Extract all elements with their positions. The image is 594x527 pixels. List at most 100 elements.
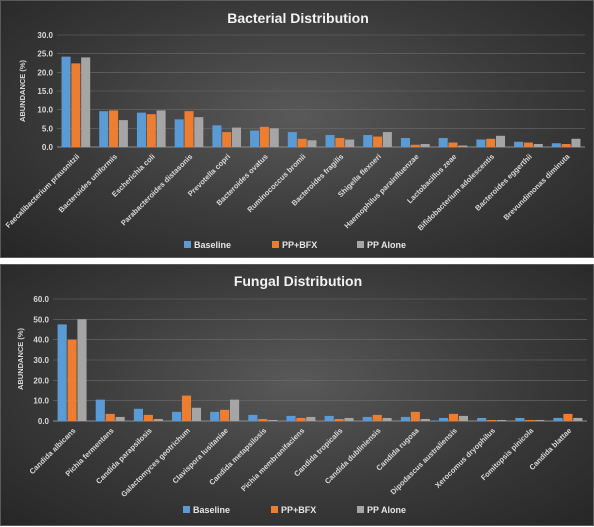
bar-pp-alone — [115, 416, 125, 421]
y-tick-label: 20.0 — [33, 376, 49, 385]
bar-baseline — [477, 417, 487, 421]
bar-baseline — [136, 112, 146, 147]
bar-baseline — [476, 139, 486, 147]
bar-baseline — [95, 399, 105, 421]
bar-pp-bfx — [109, 110, 119, 147]
legend-swatch — [272, 241, 279, 248]
y-axis-label: ABUNDANCE (%) — [18, 59, 27, 122]
bar-pp-alone — [382, 417, 392, 421]
y-tick-label: 40.0 — [33, 336, 49, 345]
legend-label: PP+BFX — [281, 505, 316, 515]
bar-pp-bfx — [258, 418, 268, 421]
bar-baseline — [362, 416, 372, 421]
bar-pp-alone — [307, 140, 317, 147]
bar-baseline — [99, 111, 109, 147]
bar-pp-bfx — [486, 138, 496, 147]
bar-baseline — [172, 411, 182, 421]
x-category-label: Brevundimonas diminuta — [501, 151, 572, 222]
bar-baseline — [324, 415, 334, 421]
y-tick-label: 30.0 — [37, 31, 53, 40]
y-axis-label: ABUNDANCE (%) — [16, 327, 25, 390]
legend-swatch — [184, 241, 191, 248]
bar-pp-alone — [458, 415, 468, 421]
bar-pp-bfx — [143, 414, 153, 421]
legend-label: PP Alone — [367, 505, 406, 515]
bar-baseline — [174, 119, 184, 147]
bar-pp-alone — [268, 419, 278, 421]
x-category-label: Parabacteroides distasonis — [119, 152, 194, 227]
bar-baseline — [438, 138, 448, 147]
bar-pp-alone — [420, 144, 430, 147]
legend-swatch — [357, 506, 364, 513]
legend-label: PP Alone — [367, 240, 406, 250]
bar-baseline — [400, 138, 410, 147]
bar-baseline — [551, 143, 561, 147]
bar-baseline — [61, 56, 71, 147]
bar-pp-alone — [153, 418, 163, 421]
bar-pp-bfx — [71, 63, 81, 148]
bar-pp-alone — [194, 117, 204, 147]
bar-pp-bfx — [487, 419, 497, 421]
legend-swatch — [183, 506, 190, 513]
bar-baseline — [515, 417, 525, 421]
bar-pp-alone — [118, 120, 128, 147]
fungal-chart: Fungal Distribution ABUNDANCE (%) 0.0 10.… — [16, 273, 587, 515]
bar-pp-bfx — [448, 413, 459, 421]
y-tick-label: 20.0 — [37, 68, 53, 77]
x-category-label: Pichia membranifaciens — [239, 426, 306, 493]
bar-baseline — [514, 141, 524, 147]
bar-baseline — [363, 135, 373, 147]
bar-pp-bfx — [220, 409, 230, 421]
bar-pp-alone — [496, 419, 507, 421]
bacterial-chart-panel: Bacterial Distribution ABUNDANCE (%) 0.0… — [0, 0, 594, 258]
bar-pp-alone — [535, 419, 545, 421]
bar-pp-bfx — [372, 414, 382, 421]
bar-pp-alone — [344, 417, 354, 421]
y-tick-label: 30.0 — [33, 356, 49, 365]
bar-pp-bfx — [561, 144, 571, 147]
bar-baseline — [439, 417, 449, 421]
y-tick-label: 10.0 — [33, 397, 49, 406]
chart-title: Bacterial Distribution — [227, 10, 369, 26]
bar-baseline — [248, 414, 258, 421]
y-tick-label: 5.0 — [42, 124, 54, 133]
y-tick-label: 0.0 — [42, 143, 54, 152]
bar-baseline — [286, 415, 296, 421]
chart-title: Fungal Distribution — [234, 273, 362, 289]
y-tick-label: 10.0 — [37, 106, 53, 115]
bar-pp-alone — [345, 139, 355, 147]
bar-pp-alone — [77, 319, 87, 421]
bar-pp-bfx — [67, 339, 77, 421]
x-category-label: Bifidobacterium adolescentis — [416, 152, 496, 232]
bar-baseline — [250, 130, 260, 147]
bar-pp-bfx — [184, 111, 194, 147]
bar-pp-bfx — [563, 413, 573, 421]
bar-pp-alone — [533, 144, 543, 147]
x-category-label: Dipodascus australiensis — [389, 426, 459, 496]
x-category-label: Galactomyces geotrichum — [119, 426, 192, 499]
bar-pp-bfx — [146, 114, 156, 147]
bar-pp-bfx — [297, 138, 307, 147]
bar-pp-alone — [458, 145, 468, 147]
bar-pp-alone — [382, 132, 392, 147]
bar-pp-bfx — [525, 419, 535, 421]
bar-pp-alone — [495, 135, 506, 147]
legend-label: Baseline — [194, 240, 231, 250]
bar-baseline — [210, 411, 220, 421]
bar-pp-bfx — [448, 142, 458, 147]
y-tick-label: 15.0 — [37, 87, 53, 96]
bar-pp-bfx — [373, 136, 383, 147]
bar-baseline — [400, 416, 411, 421]
y-tick-label: 50.0 — [33, 315, 49, 324]
legend-label: Baseline — [193, 505, 230, 515]
bar-pp-bfx — [410, 411, 420, 421]
bar-pp-alone — [306, 416, 316, 421]
bar-baseline — [133, 408, 144, 421]
bar-pp-bfx — [523, 142, 533, 147]
bar-pp-bfx — [222, 132, 232, 147]
bacterial-chart: Bacterial Distribution ABUNDANCE (%) 0.0… — [4, 10, 585, 250]
legend-swatch — [271, 506, 278, 513]
bar-baseline — [212, 125, 222, 147]
x-category-label: Haemophilus parainfluenzae — [342, 152, 420, 230]
bar-pp-bfx — [335, 138, 345, 147]
